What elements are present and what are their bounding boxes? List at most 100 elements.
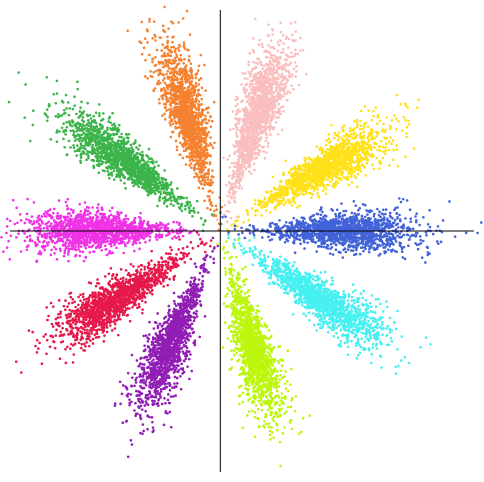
data-point [294, 194, 298, 198]
data-point [399, 241, 402, 245]
data-point [235, 128, 239, 131]
data-point [268, 128, 272, 132]
data-point [366, 213, 369, 216]
data-point [344, 140, 347, 144]
data-point [264, 132, 267, 135]
data-point [385, 237, 389, 241]
data-point [291, 196, 295, 200]
data-point [345, 156, 348, 160]
data-point [340, 242, 344, 246]
data-point [266, 50, 270, 54]
data-point [352, 200, 356, 203]
data-point [237, 157, 240, 161]
data-point [398, 232, 402, 235]
data-point [371, 135, 374, 139]
data-point [425, 245, 429, 249]
data-point [352, 170, 356, 174]
data-point [380, 218, 383, 222]
data-point [357, 213, 360, 216]
data-point [256, 148, 260, 152]
data-point [246, 132, 250, 136]
data-point [384, 146, 387, 149]
data-point [269, 53, 273, 57]
data-point [407, 226, 410, 229]
data-point [335, 227, 339, 231]
data-point [281, 185, 284, 188]
data-point [404, 217, 407, 220]
data-point [295, 218, 299, 222]
data-point [280, 128, 284, 132]
data-point [290, 73, 294, 76]
data-point [238, 147, 242, 150]
data-point [332, 186, 336, 189]
data-point [257, 137, 261, 140]
data-point [272, 79, 275, 82]
data-point [421, 239, 425, 243]
data-point [329, 145, 333, 148]
data-point [376, 122, 379, 125]
data-point [280, 201, 283, 205]
data-point [228, 191, 232, 195]
data-point [339, 152, 343, 156]
data-point [283, 188, 287, 192]
data-point [248, 101, 252, 105]
data-point [361, 238, 365, 242]
data-point [360, 219, 363, 222]
data-point [312, 189, 316, 192]
data-point [233, 150, 237, 154]
data-point [254, 131, 257, 134]
data-point [351, 237, 354, 240]
data-point [240, 172, 244, 175]
data-point [375, 237, 379, 240]
data-point [325, 222, 328, 226]
data-point [436, 225, 440, 228]
data-point [292, 180, 296, 184]
data-point [337, 168, 341, 172]
data-point [334, 214, 338, 218]
data-point [163, 112, 166, 116]
data-point [292, 216, 296, 220]
data-point [353, 253, 356, 257]
data-point [244, 127, 248, 130]
data-point [424, 261, 427, 264]
data-point [267, 199, 271, 202]
data-point [384, 142, 388, 146]
data-point [318, 147, 322, 151]
data-point [378, 167, 381, 170]
data-point [331, 178, 334, 182]
data-point [382, 122, 385, 126]
data-point [301, 173, 305, 176]
data-point [257, 57, 261, 61]
data-point [281, 33, 285, 37]
data-point [250, 69, 253, 73]
data-point [323, 157, 326, 161]
data-point [301, 233, 304, 237]
data-point [373, 137, 376, 140]
data-point [228, 165, 232, 169]
data-point [360, 163, 364, 167]
data-point [335, 148, 338, 152]
data-point [297, 237, 301, 241]
data-point [279, 30, 283, 34]
data-point [235, 109, 239, 113]
data-point [428, 225, 432, 229]
data-point [303, 163, 307, 166]
data-point [155, 69, 158, 73]
data-point [372, 212, 376, 216]
data-point [357, 219, 361, 223]
data-point [403, 102, 407, 105]
data-point [345, 177, 348, 181]
data-point [327, 170, 331, 173]
data-point [368, 139, 371, 142]
data-point [320, 171, 323, 175]
data-point [258, 96, 262, 100]
data-point [356, 231, 359, 234]
data-point [283, 185, 287, 189]
data-point [282, 233, 286, 237]
data-point [236, 102, 239, 106]
data-point [277, 203, 280, 207]
data-point [373, 247, 377, 251]
data-point [340, 202, 343, 205]
data-point [195, 111, 198, 115]
data-point [306, 222, 310, 226]
